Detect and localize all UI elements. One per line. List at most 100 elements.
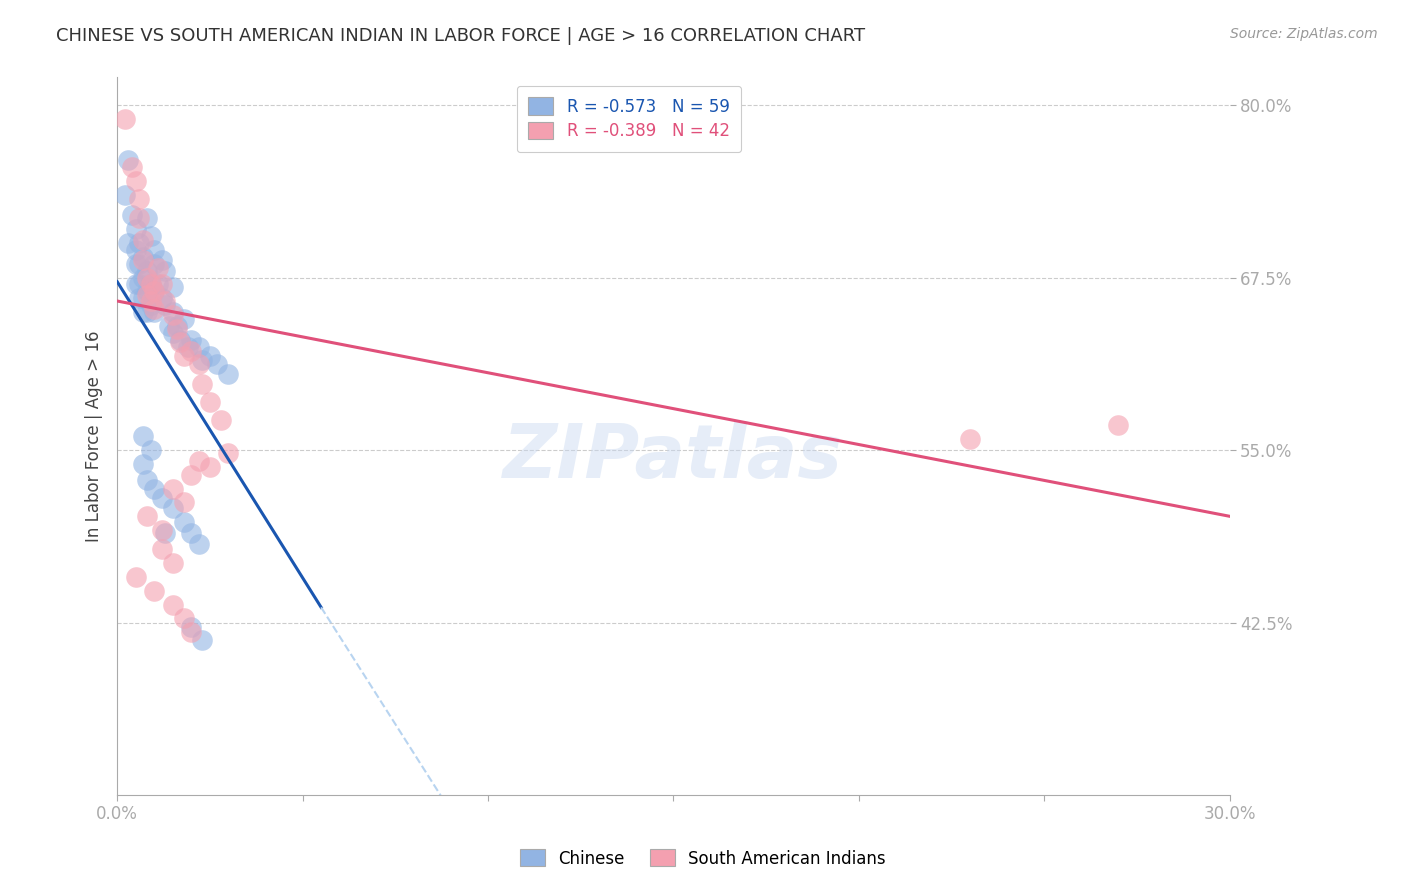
Point: [132, 250, 155, 264]
Point: [150, 277, 173, 292]
Point: [180, 467, 202, 482]
Point: [187, 340, 209, 354]
Point: [143, 583, 166, 598]
Point: [166, 321, 188, 335]
Point: [207, 358, 229, 372]
Point: [143, 302, 166, 317]
Point: [128, 257, 150, 271]
Point: [217, 446, 239, 460]
Point: [146, 260, 169, 275]
Point: [128, 192, 150, 206]
Point: [150, 491, 173, 506]
Point: [187, 537, 209, 551]
Point: [143, 285, 166, 299]
Point: [143, 243, 166, 257]
Point: [128, 211, 150, 226]
Point: [121, 160, 143, 174]
Point: [132, 457, 155, 471]
Point: [187, 358, 209, 372]
Point: [128, 291, 150, 305]
Point: [132, 270, 155, 285]
Text: Source: ZipAtlas.com: Source: ZipAtlas.com: [1230, 27, 1378, 41]
Point: [139, 443, 162, 458]
Point: [173, 515, 195, 529]
Point: [135, 263, 157, 277]
Point: [143, 285, 166, 299]
Point: [162, 598, 184, 612]
Point: [155, 298, 177, 312]
Point: [132, 305, 155, 319]
Point: [162, 308, 184, 322]
Point: [125, 257, 148, 271]
Point: [191, 633, 214, 648]
Point: [143, 482, 166, 496]
Point: [114, 112, 136, 126]
Point: [139, 229, 162, 244]
Point: [114, 187, 136, 202]
Point: [125, 570, 148, 584]
Point: [132, 291, 155, 305]
Legend: R = -0.573   N = 59, R = -0.389   N = 42: R = -0.573 N = 59, R = -0.389 N = 42: [516, 86, 741, 153]
Point: [162, 326, 184, 340]
Point: [117, 153, 139, 168]
Point: [139, 277, 162, 292]
Point: [157, 318, 180, 333]
Point: [143, 257, 166, 271]
Point: [125, 243, 148, 257]
Point: [135, 285, 157, 299]
Point: [135, 288, 157, 302]
Point: [166, 318, 188, 333]
Point: [150, 252, 173, 267]
Point: [198, 349, 221, 363]
Point: [180, 525, 202, 540]
Point: [117, 235, 139, 250]
Point: [209, 413, 232, 427]
Point: [173, 495, 195, 509]
Text: ZIPatlas: ZIPatlas: [503, 421, 844, 494]
Point: [125, 174, 148, 188]
Point: [146, 277, 169, 292]
Point: [176, 340, 198, 354]
Point: [125, 222, 148, 236]
Point: [162, 556, 184, 570]
Point: [132, 233, 155, 247]
Point: [143, 305, 166, 319]
Point: [191, 353, 214, 368]
Point: [191, 376, 214, 391]
Point: [139, 277, 162, 292]
Point: [132, 252, 155, 267]
Point: [180, 620, 202, 634]
Point: [169, 333, 191, 347]
Point: [959, 432, 981, 446]
Point: [180, 625, 202, 640]
Point: [217, 367, 239, 381]
Legend: Chinese, South American Indians: Chinese, South American Indians: [509, 838, 897, 880]
Point: [125, 277, 148, 292]
Y-axis label: In Labor Force | Age > 16: In Labor Force | Age > 16: [86, 331, 103, 542]
Point: [198, 459, 221, 474]
Point: [150, 523, 173, 537]
Point: [162, 305, 184, 319]
Point: [162, 482, 184, 496]
Point: [162, 501, 184, 516]
Point: [162, 280, 184, 294]
Point: [135, 474, 157, 488]
Point: [150, 542, 173, 557]
Point: [150, 291, 173, 305]
Point: [187, 454, 209, 468]
Point: [1107, 418, 1129, 433]
Point: [128, 235, 150, 250]
Point: [173, 312, 195, 326]
Point: [180, 343, 202, 358]
Point: [135, 509, 157, 524]
Point: [132, 429, 155, 443]
Point: [173, 349, 195, 363]
Point: [135, 270, 157, 285]
Point: [155, 293, 177, 308]
Point: [139, 298, 162, 312]
Point: [128, 277, 150, 292]
Point: [169, 335, 191, 350]
Point: [135, 211, 157, 226]
Point: [155, 263, 177, 277]
Point: [155, 525, 177, 540]
